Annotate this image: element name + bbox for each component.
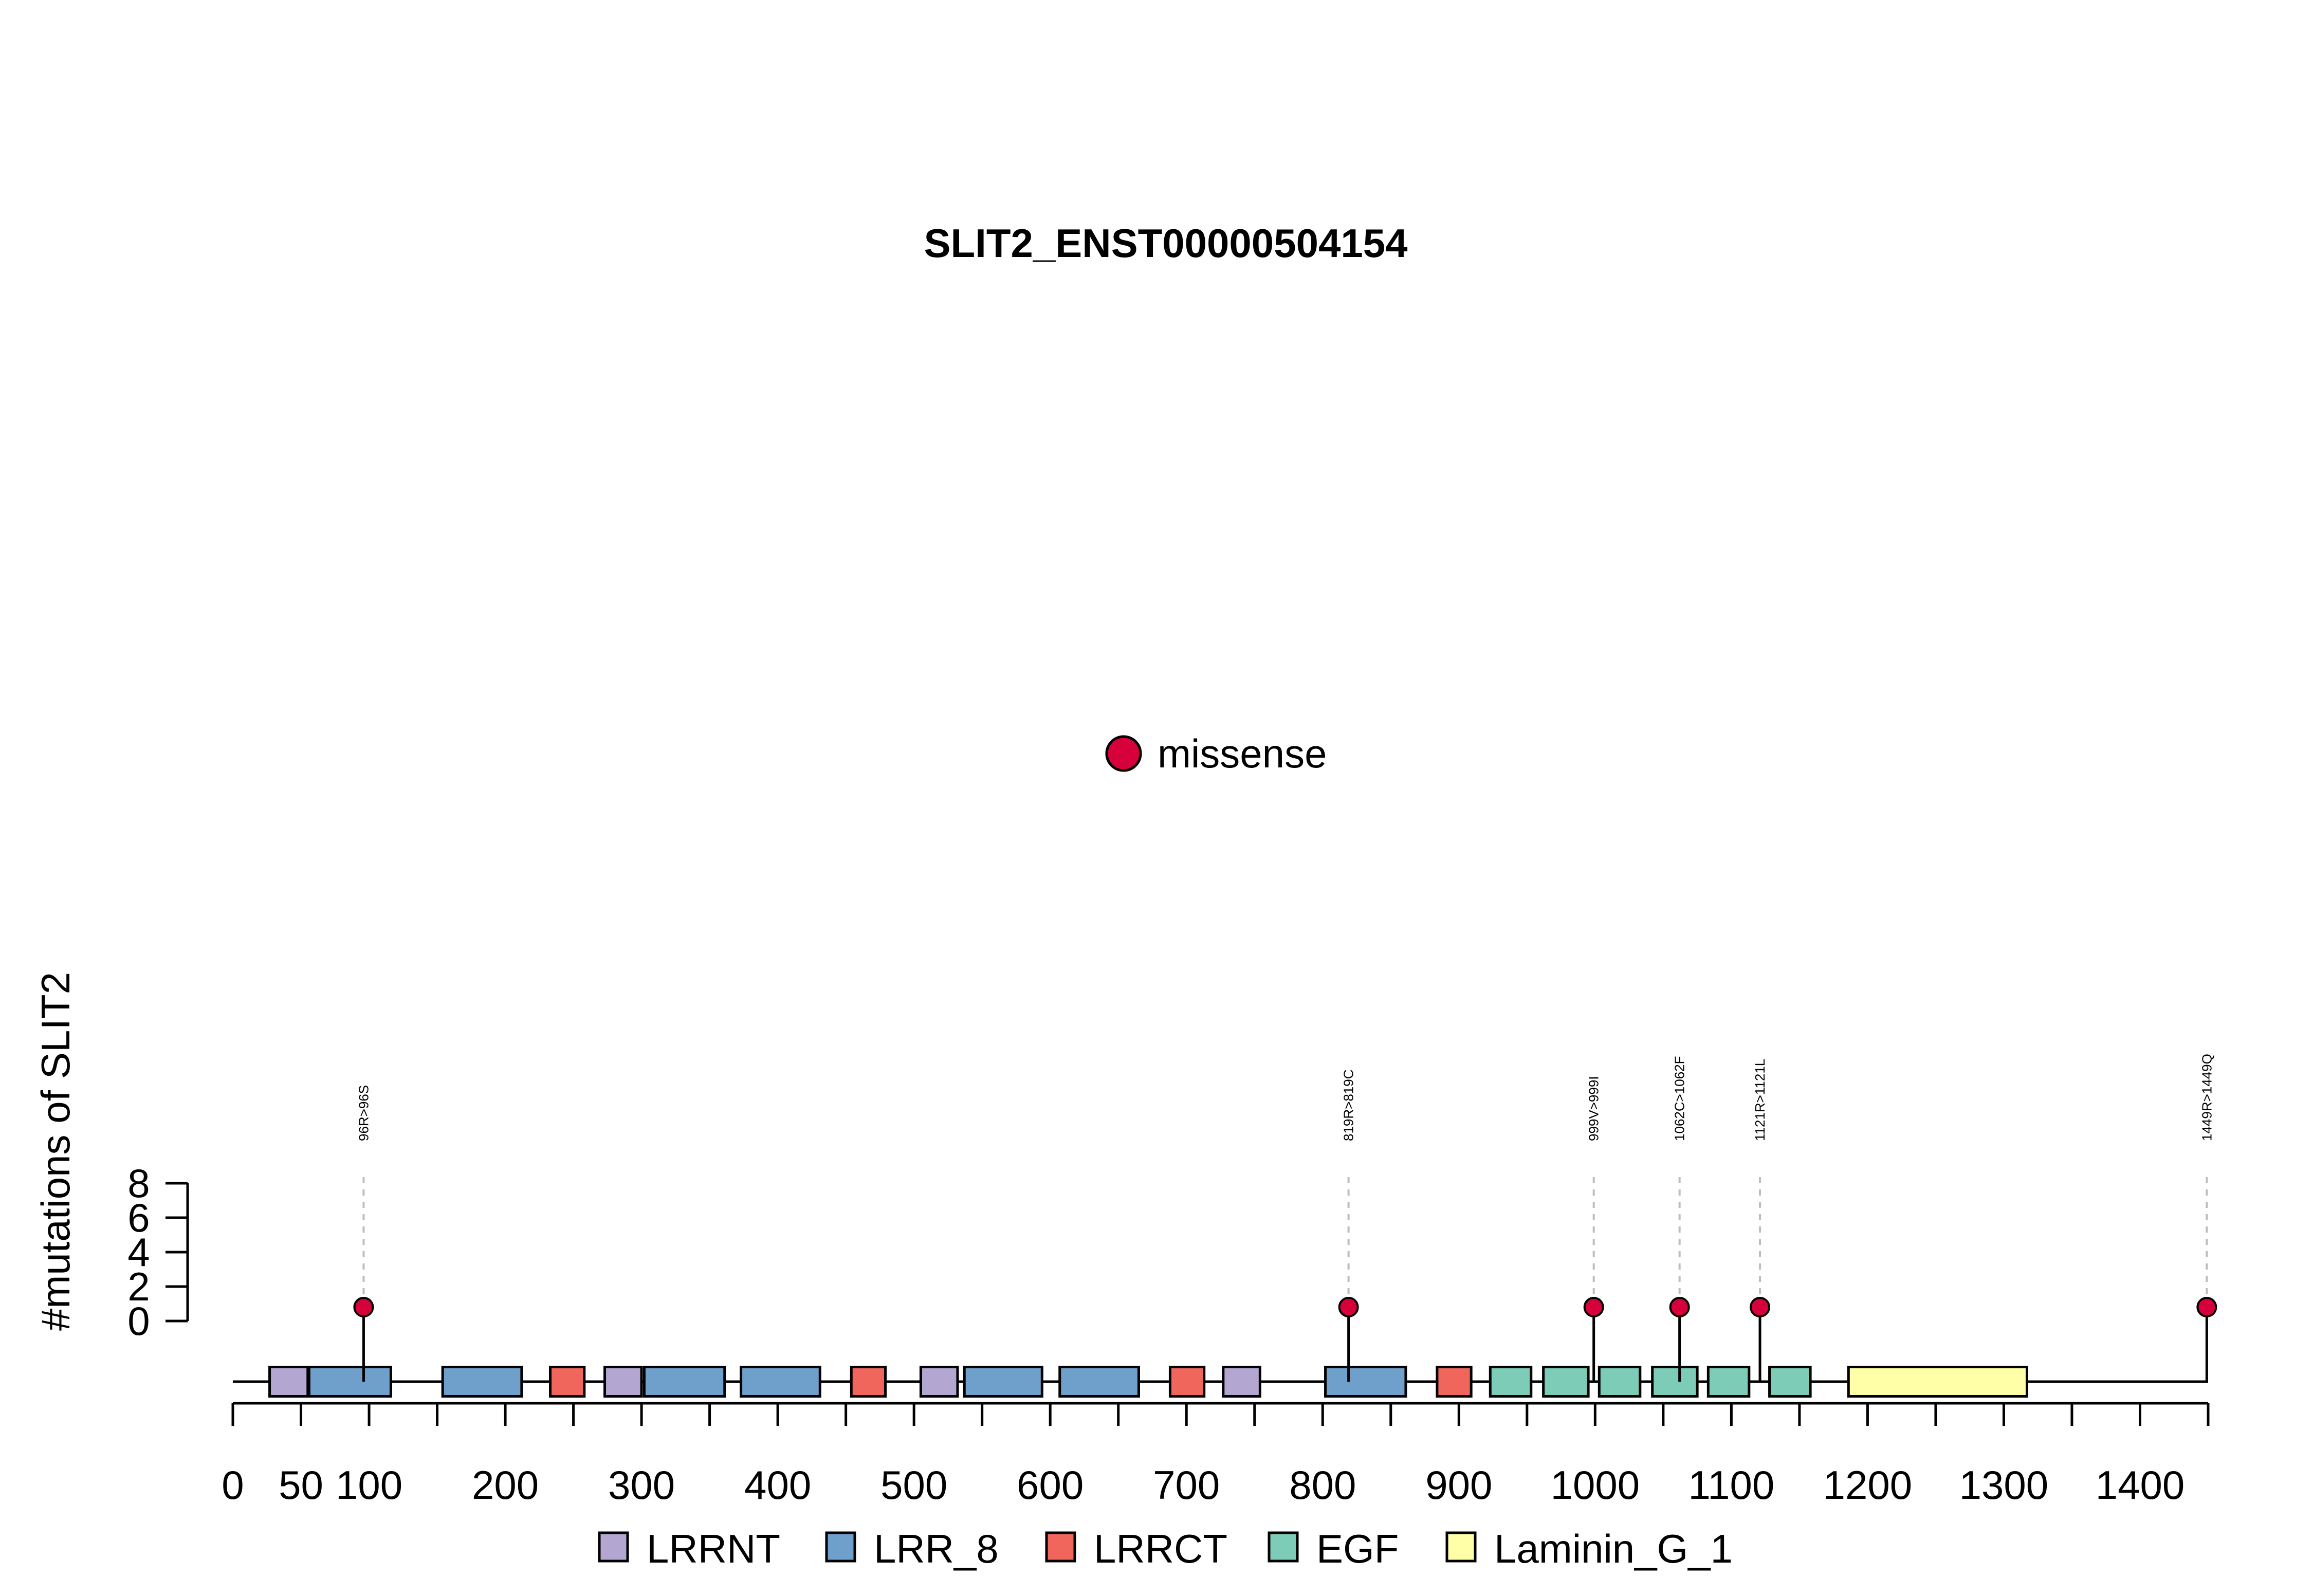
x-tick-label: 500 — [880, 1462, 947, 1508]
missense-legend-marker — [1105, 735, 1142, 772]
y-tick-label: 2 — [127, 1264, 150, 1309]
missense-legend-label: missense — [1158, 731, 1327, 776]
legend-swatch-laminin-g-1 — [1445, 1531, 1477, 1563]
mutation-label: 96R>96S — [356, 1085, 371, 1141]
legend-label-laminin-g-1: Laminin_G_1 — [1494, 1526, 1733, 1571]
x-tick-label: 700 — [1153, 1462, 1220, 1508]
mutation-legend: missense — [1105, 731, 1327, 776]
x-tick-label: 800 — [1289, 1462, 1356, 1508]
legend-swatch-egf — [1268, 1531, 1299, 1563]
domain-lrr-8 — [740, 1366, 821, 1398]
x-tick-label: 600 — [1017, 1462, 1084, 1508]
mutation-head — [353, 1297, 374, 1317]
mutation-label: 999V>999I — [1586, 1076, 1602, 1141]
chart-title: SLIT2_ENST00000504154 — [924, 221, 1408, 266]
x-tick-label: 100 — [336, 1462, 402, 1508]
x-tick-label: 1100 — [1688, 1462, 1775, 1508]
domain-lrrct — [549, 1366, 586, 1398]
domain-egf — [1542, 1366, 1590, 1398]
x-tick-label: 400 — [744, 1462, 811, 1508]
domain-lrr-8 — [642, 1366, 726, 1398]
y-tick-label: 4 — [127, 1230, 150, 1275]
x-tick-label: 900 — [1425, 1462, 1492, 1508]
domain-lrr-8 — [1058, 1366, 1140, 1398]
x-tick-label: 200 — [472, 1462, 539, 1508]
domain-lrr-8 — [963, 1366, 1043, 1398]
domain-egf — [1706, 1366, 1751, 1398]
y-tick-label: 0 — [127, 1298, 150, 1344]
domain-lrrnt — [1222, 1366, 1261, 1398]
mutation-label: 819R>819C — [1341, 1070, 1356, 1142]
y-tick-label: 8 — [127, 1161, 150, 1206]
legend-swatch-lrrnt — [598, 1531, 629, 1563]
mutation-head — [1583, 1297, 1604, 1317]
domain-lrrct — [850, 1366, 887, 1398]
mutation-head — [1338, 1297, 1359, 1317]
domain-egf — [1651, 1366, 1699, 1398]
mutation-head — [1669, 1297, 1690, 1317]
domain-lrrnt — [268, 1366, 309, 1398]
x-tick-label: 1400 — [2096, 1462, 2185, 1508]
domain-lrrnt — [919, 1366, 959, 1398]
legend-label-egf: EGF — [1316, 1526, 1399, 1571]
mutation-label: 1062C>1062F — [1672, 1056, 1687, 1141]
y-axis-label: #mutations of SLIT2 — [33, 972, 78, 1331]
x-tick-label: 1000 — [1551, 1462, 1640, 1508]
domain-lrrct — [1168, 1366, 1206, 1398]
domain-lrrnt — [603, 1366, 643, 1398]
legend-label-lrr-8: LRR_8 — [874, 1526, 999, 1571]
legend-label-lrrct: LRRCT — [1094, 1526, 1227, 1571]
legend-swatch-lrr-8 — [825, 1531, 856, 1563]
domain-egf — [1489, 1366, 1533, 1398]
legend-label-lrrnt: LRRNT — [647, 1526, 780, 1571]
domain-laminin-g-1 — [1847, 1366, 2029, 1398]
domain-lrrct — [1436, 1366, 1473, 1398]
mutation-head — [1750, 1297, 1771, 1317]
domain-egf — [1598, 1366, 1642, 1398]
x-tick-label: 1300 — [1959, 1462, 2049, 1508]
mutation-label: 1449R>1449Q — [2199, 1054, 2214, 1141]
domain-lrr-8 — [441, 1366, 523, 1398]
mutation-head — [2196, 1297, 2217, 1317]
x-tick-label: 50 — [279, 1462, 323, 1508]
x-tick-label: 0 — [222, 1462, 244, 1508]
legend-swatch-lrrct — [1045, 1531, 1076, 1563]
mutation-label: 1121R>1121L — [1752, 1059, 1768, 1141]
x-tick-label: 1200 — [1823, 1462, 1913, 1508]
domain-lrr-8 — [307, 1366, 392, 1398]
y-tick-label: 6 — [127, 1195, 150, 1240]
x-tick-label: 300 — [608, 1462, 675, 1508]
domain-lrr-8 — [1324, 1366, 1407, 1398]
domain-egf — [1768, 1366, 1812, 1398]
